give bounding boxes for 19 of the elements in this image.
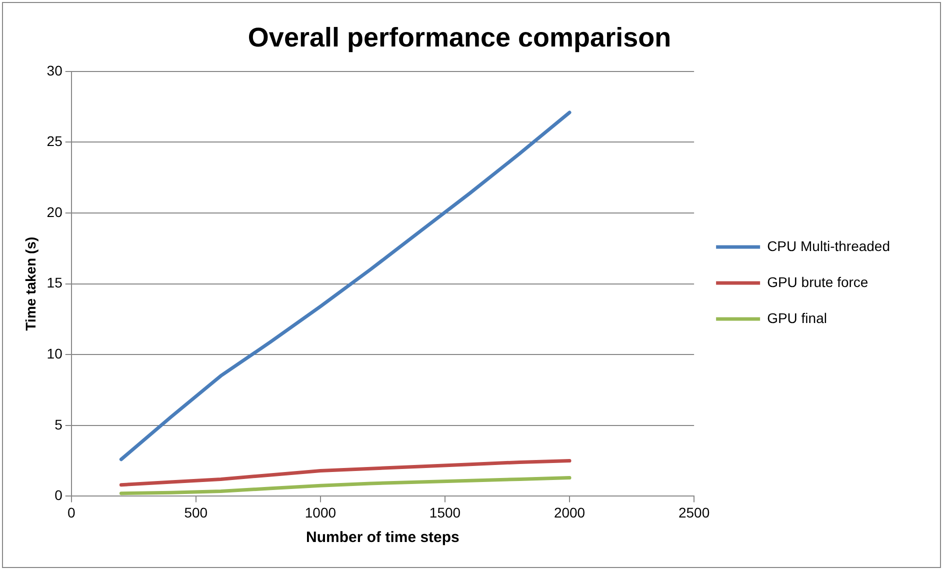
y-tick-label: 5 bbox=[54, 416, 63, 432]
x-tick-label: 500 bbox=[184, 504, 208, 520]
y-tick-label: 30 bbox=[46, 62, 63, 78]
x-tick-label: 0 bbox=[67, 504, 76, 520]
y-axis-title: Time taken (s) bbox=[22, 236, 38, 331]
y-tick-label: 10 bbox=[46, 345, 63, 362]
x-tick-label: 1500 bbox=[429, 504, 461, 520]
y-tick-label: 20 bbox=[46, 204, 63, 220]
y-tick-label: 25 bbox=[46, 133, 63, 150]
legend-label: CPU Multi-threaded bbox=[767, 238, 890, 254]
x-tick-label: 2000 bbox=[554, 504, 586, 520]
x-tick-label: 2500 bbox=[678, 504, 710, 520]
x-axis-title: Number of time steps bbox=[306, 529, 460, 546]
y-tick-label: 15 bbox=[46, 274, 63, 291]
chart-title: Overall performance comparison bbox=[248, 22, 672, 53]
x-tick-label: 1000 bbox=[304, 504, 336, 520]
y-tick-label: 0 bbox=[54, 487, 63, 504]
legend-label: GPU brute force bbox=[767, 274, 868, 290]
legend-label: GPU final bbox=[767, 310, 827, 326]
